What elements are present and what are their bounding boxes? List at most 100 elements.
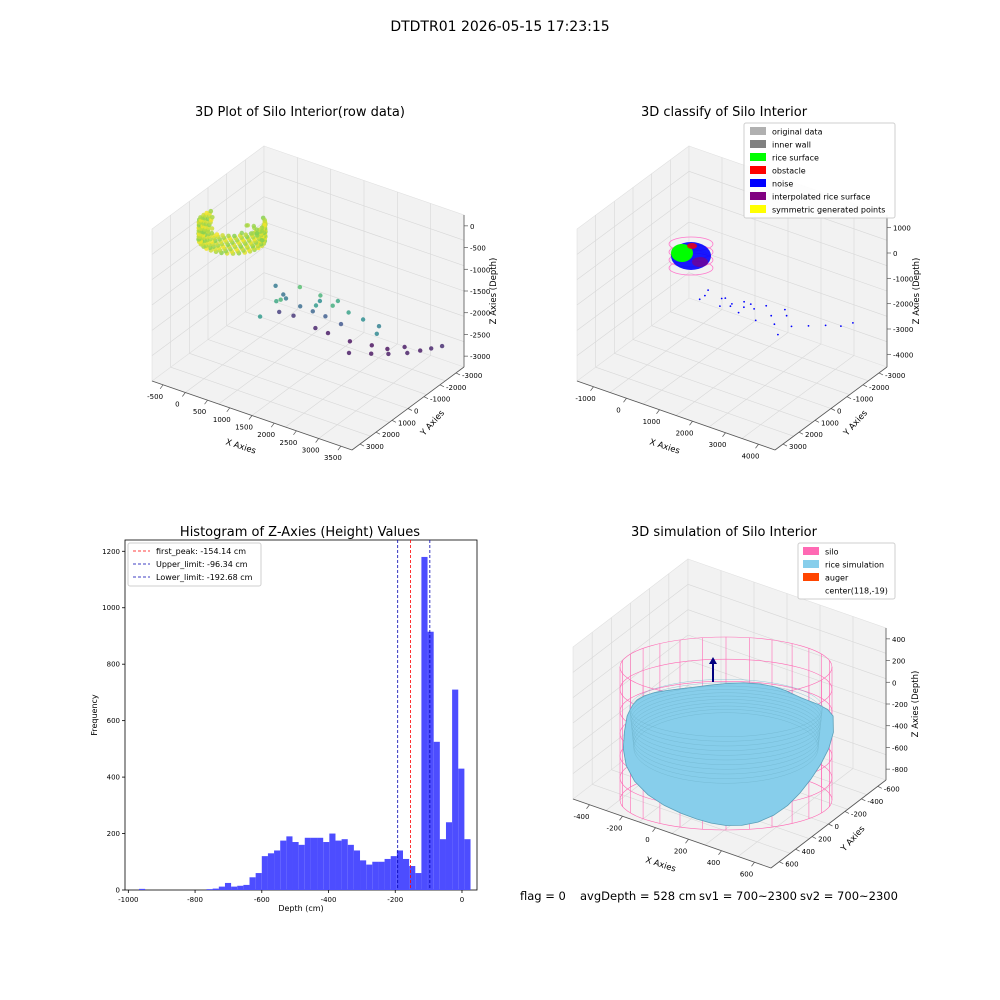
classify-legend-label: inner wall [772,141,811,150]
histogram-bar [421,556,428,890]
raw-x-tick [226,407,231,413]
classify-noise-point [770,314,773,317]
histogram-legend-frame [127,542,262,587]
histogram-legend-label: Upper_limit: -96.34 cm [156,560,248,569]
raw-scatter-point [402,344,407,350]
raw-y-tick-label: 3000 [366,443,384,451]
histogram-y-tick-label: 1000 [102,604,120,612]
classify-noise-point [784,308,786,311]
raw-gridline [263,171,465,241]
classify-noise-point [743,306,745,309]
classify-z-axis-label: Z Axies (Depth) [912,258,922,325]
classify-legend-label: obstacle [772,167,806,176]
simulation-y-tick-label: -600 [884,785,900,793]
simulation-x-axis-label: X Axies [644,855,677,874]
simulation-y-tick [811,836,817,839]
raw-scatter-point [369,343,374,348]
simulation-legend-swatch [803,573,819,581]
simulation-legend-label: auger [825,574,849,583]
simulation-legend: silo rice simulation auger center(118,-19) [797,542,896,600]
raw-scatter-point [313,325,318,331]
histogram-legend: first_peak: -154.14 cm Upper_limit: -96.3… [127,542,262,587]
raw-scatter-point [298,304,303,309]
raw-scatter-points [196,208,445,357]
classify-legend-label: noise [772,180,793,189]
simulation-y-tick-label: 400 [802,848,815,856]
classify-legend-label: original data [772,128,823,137]
raw-x-tick [248,415,253,420]
classify-z-tick-label: -4000 [893,351,913,359]
classify-noise-point [731,303,733,305]
simulation-y-tick [795,848,800,852]
simulation-y-tick-label: -200 [851,810,867,818]
raw-scatter-point [283,296,289,301]
raw-scatter-point [374,331,379,336]
histogram-bar [439,839,446,890]
classify-noise-point [719,305,721,307]
classify-y-tick [846,396,852,399]
simulation-x-tick-label: -200 [607,824,623,832]
raw-z-tick-label: -3000 [470,353,490,361]
classify-z-tick-label: -2000 [893,301,913,309]
histogram-bar [261,856,268,890]
histogram-bar [274,850,281,890]
histogram-bar [396,850,403,890]
panel-simulation: 3D simulation of Silo Interior -400-2000… [572,525,921,878]
simulation-z-axis-label: Z Axies (Depth) [911,671,921,738]
classify-noise-point [720,297,723,300]
simulation-y-axis-label: Y Axies [839,824,868,855]
simulation-y-tick [779,861,784,865]
raw-scatter-point [239,230,244,236]
rice-simulation-mesh [631,699,821,765]
raw-x-tick [159,384,164,390]
histogram-legend-label: Lower_limit: -192.68 cm [156,573,253,582]
raw-x-tick [293,430,297,436]
histogram-y-tick-label: 600 [107,717,120,725]
simulation-legend-label: silo [825,548,839,557]
raw-gridline [245,311,446,382]
raw-x-tick-label: 3500 [324,454,342,462]
simulation-x-tick-label: 200 [674,847,687,855]
simulation-x-tick [751,862,755,867]
histogram-bar [452,689,459,890]
classify-x-axis-line [576,380,776,451]
rice-simulation-mesh [632,705,820,775]
raw-scatter-point [346,350,352,356]
raw-x-tick [270,422,275,428]
histogram-bar [231,886,238,890]
raw-scatter-point [439,343,445,349]
rice-simulation-mesh [629,682,823,742]
histogram-x-tick-label: -400 [321,896,337,904]
histogram-bar [286,836,293,890]
histogram-vlines [397,540,431,890]
classify-obstacle-cluster [687,243,697,249]
raw-y-tick [375,431,381,435]
raw-x-tick [315,438,319,443]
simulation-y-tick-label: 0 [835,823,839,831]
auger-arrow-icon [709,657,717,664]
histogram-bar [310,837,318,890]
raw-y-tick-label: 0 [414,408,418,416]
classify-legend-frame [743,122,896,219]
rice-simulation-mesh [633,712,819,784]
histogram-bar [267,853,275,890]
rice-simulation-mesh [630,685,822,747]
raw-x-tick-label: 2500 [280,439,298,447]
raw-y-tick [439,384,445,388]
raw-y-tick [455,372,461,376]
histogram-x-tick-label: -800 [187,896,203,904]
classify-legend: original data inner wall rice surface obsta… [743,122,896,219]
simulation-legend-frame [797,542,896,600]
classify-legend-swatch [750,179,766,187]
classify-legend-swatch [750,127,766,135]
classify-noise-point [707,289,709,291]
classify-legend-swatch [750,166,766,174]
panel-classify-title: 3D classify of Silo Interior [641,105,808,120]
simulation-x-tick [586,804,590,809]
histogram-legend-label: first_peak: -154.14 cm [156,547,246,556]
histogram-bar [323,842,330,890]
raw-z-tick-label: -500 [470,245,486,253]
classify-legend-label: rice surface [772,154,819,163]
classify-noise-point [754,319,757,322]
